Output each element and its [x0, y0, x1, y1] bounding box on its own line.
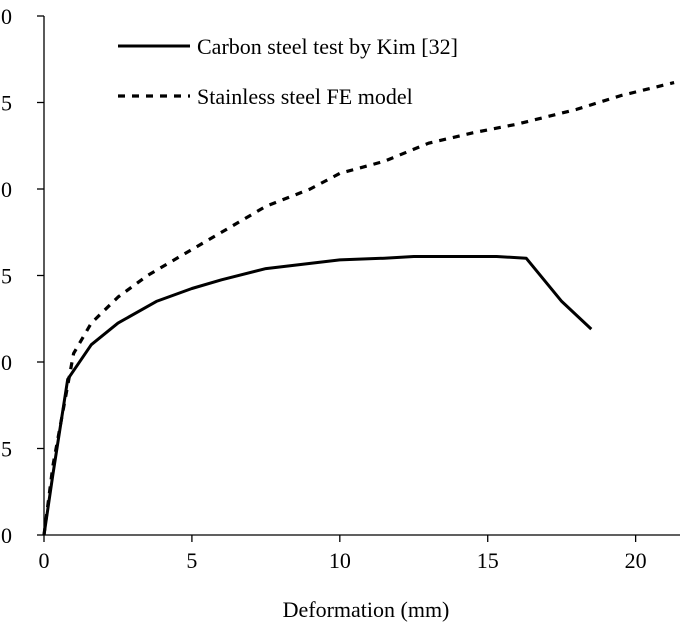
legend-label-2: Stainless steel FE model [197, 84, 413, 109]
y-axis-ticks: 0 5 0 5 0 5 0 [1, 4, 44, 548]
y-tick-label: 5 [1, 264, 12, 289]
legend-label-1: Carbon steel test by Kim [32] [197, 34, 458, 59]
x-tick-label: 15 [477, 548, 499, 573]
x-axis-title: Deformation (mm) [283, 597, 450, 622]
x-axis-ticks: 0 5 10 15 20 [39, 535, 647, 573]
series-line-1 [42, 255, 593, 536]
x-tick-label: 5 [186, 548, 197, 573]
y-tick-label: 0 [1, 4, 12, 29]
x-tick-label: 10 [329, 548, 351, 573]
series-line-2 [42, 81, 675, 536]
y-tick-label: 5 [1, 91, 12, 116]
y-tick-label: 0 [1, 523, 12, 548]
legend: Carbon steel test by Kim [32] Stainless s… [118, 34, 458, 109]
y-tick-label: 0 [1, 177, 12, 202]
x-tick-label: 20 [625, 548, 647, 573]
x-tick-label: 0 [39, 548, 50, 573]
series-lines [42, 81, 675, 536]
y-tick-label: 5 [1, 437, 12, 462]
y-tick-label: 0 [1, 350, 12, 375]
